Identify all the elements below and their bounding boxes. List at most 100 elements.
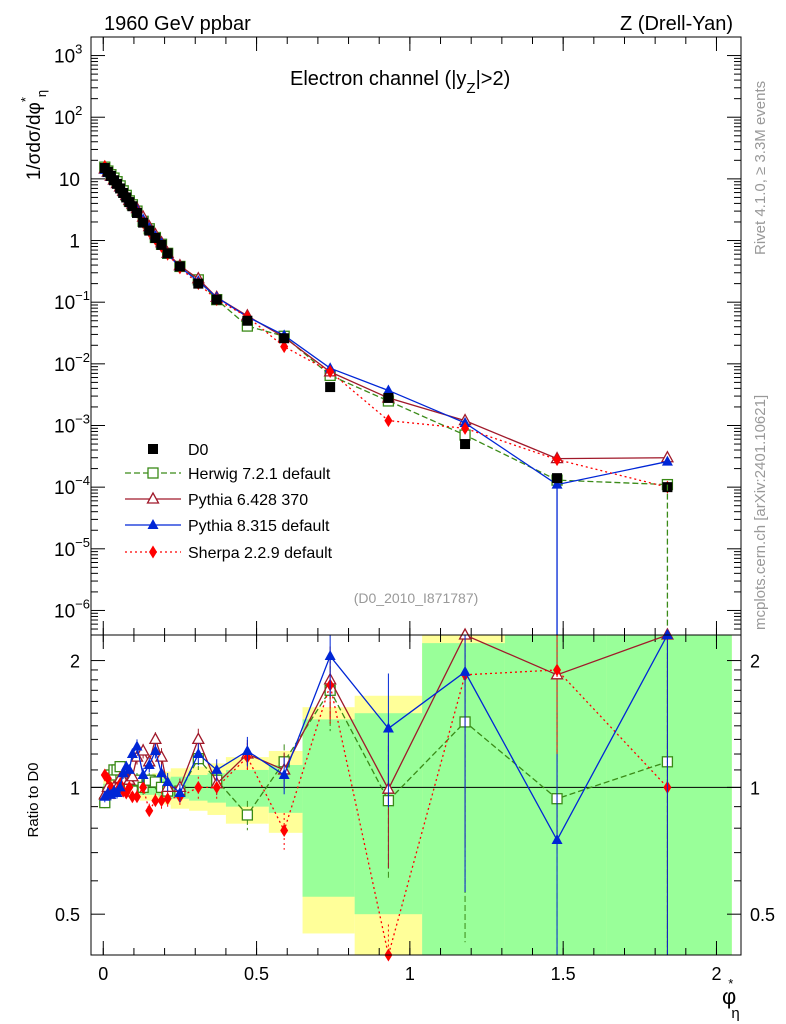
chart-title-sub: Z [466, 80, 475, 97]
legend-label: Sherpa 2.2.9 default [188, 545, 333, 562]
ratio-y-axis-label: Ratio to D0 [25, 762, 42, 837]
ratio-point [156, 767, 168, 778]
data-point [325, 382, 336, 393]
data-point [661, 455, 673, 466]
ratio-series-3 [99, 629, 673, 955]
data-point [553, 453, 562, 467]
data-point [162, 248, 173, 259]
y-axis-label-sup: * [18, 97, 33, 102]
data-point [138, 217, 149, 228]
chart-title: Electron channel (|yZ|>2) [290, 68, 510, 97]
y-axis-label-sub: η [34, 90, 49, 97]
data-point [156, 239, 167, 250]
data-point [242, 315, 253, 326]
series-2 [98, 161, 675, 464]
data-point [193, 278, 204, 289]
ratio-point [194, 780, 203, 794]
series-line [104, 166, 668, 486]
x-tick-label: 1 [405, 964, 415, 984]
ratio-point [114, 781, 126, 792]
ratio-point [212, 780, 221, 794]
ratio-tick-label-right: 1 [750, 778, 760, 798]
ratio-point [551, 834, 563, 845]
ratio-point [211, 763, 223, 774]
ratio-point [154, 749, 169, 762]
series-0 [99, 163, 673, 493]
y-tick-label: 1 [69, 232, 80, 253]
legend-marker [147, 519, 159, 529]
x-tick-label: 0 [98, 964, 108, 984]
ratio-point [157, 794, 166, 808]
data-point [144, 225, 155, 236]
ratio-point [123, 763, 135, 774]
ratio-point [163, 792, 172, 806]
series-4 [100, 159, 672, 494]
data-point [131, 207, 142, 218]
ratio-point [151, 794, 160, 808]
y-tick-label: 102 [54, 103, 82, 129]
ratio-point [280, 823, 289, 837]
band-inner_green-19 [225, 769, 269, 807]
legend-label: Pythia 8.315 default [188, 518, 330, 535]
data-point [382, 384, 394, 395]
ratio-point [553, 663, 562, 677]
y-tick-label: 10−4 [54, 473, 90, 499]
source-label: mcplots.cern.ch [arXiv:2401.10621] [752, 395, 769, 630]
ratio-point [174, 786, 186, 797]
chart-title-pre: Electron channel (|y [290, 68, 466, 90]
ratio-point [661, 629, 673, 639]
rivet-version-label: Rivet 4.1.0, ≥ 3.3M events [752, 81, 769, 255]
chart-title-post: |>2) [476, 68, 511, 90]
ratio-point [139, 780, 148, 794]
ratio-point [192, 748, 204, 759]
ratio-point [103, 771, 112, 785]
band-inner_green-21 [302, 719, 355, 897]
ratio-point [132, 790, 141, 804]
data-point [127, 201, 138, 212]
y-tick-label: 10−2 [54, 350, 90, 376]
ratio-point [162, 775, 174, 786]
legend-marker [149, 545, 157, 559]
legend-label: Pythia 6.428 370 [188, 492, 308, 509]
band-inner_green-25 [606, 635, 732, 955]
ratio-plot-frame-top [90, 634, 742, 956]
y-axis-label: 1/σdσ/dφ*η [18, 90, 49, 180]
ratio-point [143, 759, 155, 770]
y-tick-label: 10−1 [54, 288, 90, 314]
y-tick-label: 10−5 [54, 535, 90, 561]
ratio-point [145, 804, 154, 818]
data-point [150, 232, 161, 243]
ratio-tick-label-right: 2 [750, 652, 760, 672]
ratio-point [117, 767, 129, 778]
legend-label: D0 [188, 442, 209, 459]
ratio-point [191, 732, 205, 745]
ratio-point [126, 748, 138, 759]
data-point [552, 473, 563, 484]
ratio-point [324, 650, 336, 661]
data-point [461, 421, 470, 435]
legend-marker [147, 467, 159, 479]
x-axis-label-sup: * [728, 976, 733, 991]
header-left: 1960 GeV ppbar [104, 13, 251, 35]
ratio-point [111, 786, 123, 797]
band-inner_green-23 [422, 643, 505, 955]
data-point [383, 392, 394, 403]
data-point [211, 294, 222, 305]
series-line [104, 165, 668, 488]
ratio-point [149, 744, 161, 755]
ratio-tick-label: 1 [70, 778, 80, 798]
series-line [104, 168, 668, 460]
data-point [551, 478, 563, 489]
legend-label: Herwig 7.2.1 default [188, 466, 331, 483]
legend-marker [146, 491, 160, 504]
uncertainty-bands [103, 635, 732, 955]
header-right: Z (Drell-Yan) [620, 13, 733, 35]
data-point [174, 261, 185, 272]
axis-ticks: 0 0.5 1 1.5 210310210110−110−210−310−410−510… [54, 36, 775, 984]
ratio-tick-label: 0.5 [55, 905, 80, 925]
series-1 [99, 161, 674, 491]
data-point [280, 340, 289, 354]
y-tick-label: 10 [59, 170, 80, 191]
data-point [279, 333, 290, 344]
